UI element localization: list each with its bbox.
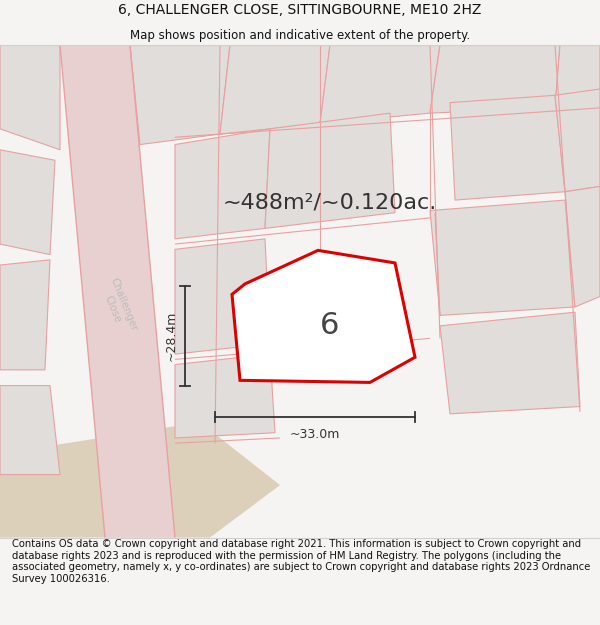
Text: 6: 6: [320, 311, 340, 341]
Polygon shape: [0, 260, 50, 370]
Polygon shape: [220, 45, 330, 134]
Polygon shape: [430, 200, 575, 316]
Polygon shape: [450, 95, 565, 200]
Text: Challenger
Close: Challenger Close: [97, 276, 139, 338]
Polygon shape: [555, 89, 600, 192]
Text: Map shows position and indicative extent of the property.: Map shows position and indicative extent…: [130, 29, 470, 42]
Polygon shape: [0, 45, 60, 150]
Polygon shape: [175, 129, 270, 239]
Text: ~28.4m: ~28.4m: [164, 311, 178, 361]
Polygon shape: [440, 312, 580, 414]
Polygon shape: [232, 251, 415, 382]
Polygon shape: [0, 386, 60, 474]
Text: Contains OS data © Crown copyright and database right 2021. This information is : Contains OS data © Crown copyright and d…: [12, 539, 590, 584]
Text: ~488m²/~0.120ac.: ~488m²/~0.120ac.: [223, 192, 437, 212]
Polygon shape: [0, 150, 55, 254]
Polygon shape: [130, 45, 230, 144]
Text: ~33.0m: ~33.0m: [290, 428, 340, 441]
Polygon shape: [555, 45, 600, 108]
Polygon shape: [565, 186, 600, 307]
Text: 6, CHALLENGER CLOSE, SITTINGBOURNE, ME10 2HZ: 6, CHALLENGER CLOSE, SITTINGBOURNE, ME10…: [118, 3, 482, 17]
Polygon shape: [175, 239, 270, 354]
Polygon shape: [0, 422, 280, 538]
Polygon shape: [320, 45, 440, 124]
Polygon shape: [175, 354, 275, 438]
Polygon shape: [265, 113, 395, 228]
Polygon shape: [430, 45, 560, 113]
Polygon shape: [60, 45, 175, 538]
